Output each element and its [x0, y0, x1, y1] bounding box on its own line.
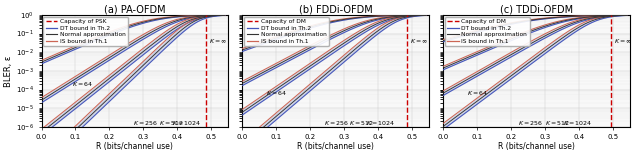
Text: $K=\infty$: $K=\infty$	[614, 37, 632, 45]
Text: $K = 512$: $K = 512$	[349, 119, 374, 127]
Text: $K=\infty$: $K=\infty$	[209, 37, 227, 45]
Text: $K = 1024$: $K = 1024$	[563, 119, 592, 127]
Title: (c) TDDi-OFDM: (c) TDDi-OFDM	[500, 4, 573, 14]
Title: (b) FDDi-OFDM: (b) FDDi-OFDM	[299, 4, 372, 14]
Text: $K = 256$: $K = 256$	[133, 119, 158, 127]
Text: $K = 256$: $K = 256$	[518, 119, 543, 127]
Text: $K = 1024$: $K = 1024$	[172, 119, 202, 127]
Text: $K = 256$: $K = 256$	[324, 119, 349, 127]
X-axis label: R (bits/channel use): R (bits/channel use)	[97, 142, 173, 151]
Text: $K = 64$: $K = 64$	[72, 80, 93, 88]
Text: $K = 64$: $K = 64$	[467, 89, 488, 97]
Text: $K = 512$: $K = 512$	[159, 119, 184, 127]
X-axis label: R (bits/channel use): R (bits/channel use)	[298, 142, 374, 151]
Y-axis label: BLER, ε: BLER, ε	[4, 55, 13, 86]
Title: (a) PA-OFDM: (a) PA-OFDM	[104, 4, 166, 14]
Legend: Capacity of DM, DT bound in Th.2, Normal approximation, IS bound in Th.1: Capacity of DM, DT bound in Th.2, Normal…	[244, 17, 328, 46]
Legend: Capacity of DM, DT bound in Th.2, Normal approximation, IS bound in Th.1: Capacity of DM, DT bound in Th.2, Normal…	[445, 17, 529, 46]
Text: $K = 64$: $K = 64$	[266, 89, 287, 97]
Legend: Capacity of PSK, DT bound in Th.2, Normal approximation, IS bound in Th.1: Capacity of PSK, DT bound in Th.2, Norma…	[44, 17, 127, 46]
Text: $K = 1024$: $K = 1024$	[366, 119, 396, 127]
Text: $K=\infty$: $K=\infty$	[410, 37, 428, 45]
X-axis label: R (bits/channel use): R (bits/channel use)	[499, 142, 575, 151]
Text: $K = 512$: $K = 512$	[545, 119, 570, 127]
